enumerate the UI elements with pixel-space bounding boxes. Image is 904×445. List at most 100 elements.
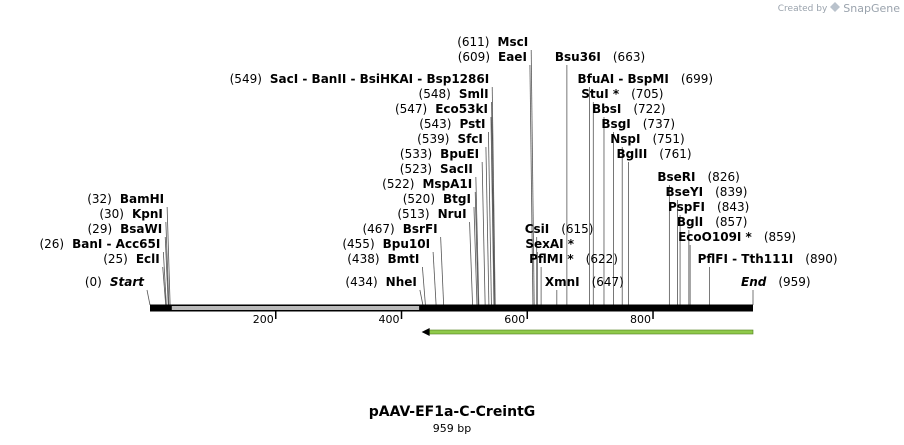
site-enzyme-name: CsiI (525, 222, 550, 236)
site-label: (533) BpuEI (400, 147, 479, 161)
site-leader-line (488, 131, 492, 306)
ruler-tick-label: 800 (630, 313, 651, 326)
site-position: (859) (764, 230, 796, 244)
site-label-text: CsiI (615) (525, 222, 594, 236)
site-label: (547) Eco53kI (395, 102, 488, 116)
site-label-text: (25) EclI (103, 252, 160, 266)
site-enzyme-name: Eco53kI (435, 102, 488, 116)
site-position: (843) (717, 200, 749, 214)
site-position: (29) (88, 222, 113, 236)
site-label-text: (543) PstI (419, 117, 485, 131)
site-position: (547) (395, 102, 427, 116)
site-enzyme-name: BmtI (388, 252, 420, 266)
site-enzyme-name: NheI (386, 275, 417, 289)
site-label-text: (523) SacII (400, 162, 473, 176)
site-position: (663) (613, 50, 645, 64)
site-label-text: BbsI (722) (592, 102, 666, 116)
feature-body (427, 329, 754, 335)
site-enzyme-name: Bsu36I (555, 50, 601, 64)
site-labels: (0) Start (25) EclI (26) BanI - Acc65I(29) Bsa… (39, 35, 837, 289)
site-position: (533) (400, 147, 432, 161)
site-enzyme-name: BglI (677, 215, 703, 229)
site-position: (0) (85, 275, 102, 289)
site-enzyme-name: NruI (438, 207, 467, 221)
site-label: BglII (761) (617, 147, 692, 161)
site-enzyme-name: BfuAI - BspMI (578, 72, 669, 86)
site-enzyme-name: BtgI (443, 192, 471, 206)
feature-arrowhead-icon (421, 328, 430, 336)
site-label: EcoO109I * (859) (678, 230, 796, 244)
site-enzyme-name: PflMI * (529, 252, 574, 266)
site-position: (705) (631, 87, 663, 101)
site-leader-line (490, 116, 495, 306)
site-label: (522) MspA1I (382, 177, 472, 191)
site-label-text: (455) Bpu10I (342, 237, 430, 251)
site-position: (615) (561, 222, 593, 236)
site-enzyme-name: MspA1I (422, 177, 472, 191)
site-enzyme-name: BanI - Acc65I (72, 237, 160, 251)
site-label: Bsu36I (663) (555, 50, 645, 64)
site-position: (857) (715, 215, 747, 229)
site-label-text: (467) BsrFI (362, 222, 437, 236)
site-position: (737) (643, 117, 675, 131)
site-enzyme-name: PspFI (668, 200, 705, 214)
site-label: (438) BmtI (347, 252, 419, 266)
site-label-text: (434) NheI (345, 275, 416, 289)
site-label-text: (611) MscI (457, 35, 528, 49)
credit-brand: SnapGene (843, 2, 900, 15)
site-label: PspFI (843) (668, 200, 749, 214)
site-position: (438) (347, 252, 379, 266)
site-enzyme-name: BpuEI (440, 147, 479, 161)
site-leader-line (162, 266, 167, 306)
site-label: PflFI - Tth111I (890) (698, 252, 838, 266)
site-position: (455) (342, 237, 374, 251)
site-position: (722) (633, 102, 665, 116)
site-label: BbsI (722) (592, 102, 666, 116)
site-enzyme-name: EclI (136, 252, 160, 266)
site-label-text: PflMI * (622) (529, 252, 618, 266)
site-label: (467) BsrFI (362, 222, 437, 236)
site-label: (520) BtgI (403, 192, 471, 206)
site-label-text: (548) SmlI (419, 87, 489, 101)
site-enzyme-name: MscI (498, 35, 529, 49)
plasmid-length: 959 bp (432, 422, 472, 435)
site-leader-line (474, 191, 479, 306)
site-label-text: NspI (751) (610, 132, 685, 146)
site-enzyme-name: PflFI - Tth111I (698, 252, 794, 266)
site-leader-line (485, 146, 490, 306)
site-enzyme-name: EaeI (498, 50, 527, 64)
site-label: NspI (751) (610, 132, 685, 146)
ruler-tick-label: 400 (379, 313, 400, 326)
site-enzyme-name: SacI - BanII - BsiHKAI - Bsp1286I (270, 72, 489, 86)
site-label: (25) EclI (103, 252, 160, 266)
site-position: (32) (87, 192, 112, 206)
site-label: CsiI (615) (525, 222, 594, 236)
site-label-text: (539) SfcI (417, 132, 483, 146)
site-label: XmnI (647) (545, 275, 624, 289)
site-position: (699) (681, 72, 713, 86)
site-label-text: BfuAI - BspMI (699) (578, 72, 714, 86)
site-position: (539) (417, 132, 449, 146)
site-enzyme-name: BseYI (666, 185, 704, 199)
site-label: (543) PstI (419, 117, 485, 131)
site-enzyme-name: BsrFI (403, 222, 438, 236)
site-label: (523) SacII (400, 162, 473, 176)
site-label: (513) NruI (397, 207, 466, 221)
site-label-text: BglII (761) (617, 147, 692, 161)
ruler-tick-label: 200 (253, 313, 274, 326)
site-label-text: (0) Start (85, 275, 145, 289)
site-label-text: (609) EaeI (458, 50, 527, 64)
site-position: (622) (586, 252, 618, 266)
site-enzyme-name: End (741, 275, 767, 289)
site-enzyme-name: BamHI (120, 192, 164, 206)
site-position: (647) (592, 275, 624, 289)
plasmid-name: pAAV-EF1a-C-CreintG (368, 404, 536, 420)
site-position: (434) (345, 275, 377, 289)
site-label-text: (549) SacI - BanII - BsiHKAI - Bsp1286I (230, 72, 490, 86)
site-label: End (959) (741, 275, 811, 289)
site-position: (25) (103, 252, 128, 266)
site-enzyme-name: StuI * (581, 87, 620, 101)
site-enzyme-name: Bpu10I (383, 237, 430, 251)
snapgene-credit: Created by SnapGene (778, 2, 900, 15)
site-label: (26) BanI - Acc65I (39, 237, 160, 251)
